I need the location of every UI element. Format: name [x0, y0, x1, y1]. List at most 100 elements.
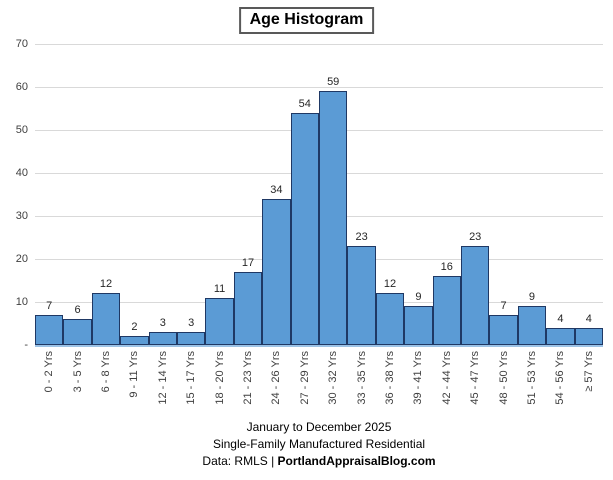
chart-footer: January to December 2025 Single-Family M… — [35, 419, 603, 470]
histogram-bar — [91, 293, 121, 345]
x-label-cell: 15 - 17 Yrs — [177, 351, 205, 417]
footer-property-type: Single-Family Manufactured Residential — [212, 437, 426, 451]
histogram-bar — [432, 276, 461, 345]
x-tick-label: 33 - 35 Yrs — [355, 351, 368, 405]
x-label-cell: 54 - 56 Yrs — [546, 351, 574, 417]
y-tick-label: 40 — [15, 167, 28, 179]
y-tick-label: 30 — [15, 210, 28, 222]
gridline — [35, 87, 603, 88]
x-tick-label: 3 - 5 Yrs — [71, 351, 84, 393]
histogram-bar — [375, 293, 405, 345]
x-label-cell: 36 - 38 Yrs — [376, 351, 404, 417]
bar-value-label: 3 — [159, 317, 166, 330]
x-label-cell: 42 - 44 Yrs — [433, 351, 461, 417]
y-tick-label: 50 — [15, 124, 28, 136]
bar-value-label: 6 — [74, 304, 81, 317]
y-tick-label: - — [24, 339, 28, 351]
footer-source-site: PortlandAppraisalBlog.com — [277, 454, 436, 468]
x-tick-label: 39 - 41 Yrs — [412, 351, 425, 405]
x-tick-label: 42 - 44 Yrs — [440, 351, 453, 405]
x-tick-label: 27 - 29 Yrs — [298, 351, 311, 405]
histogram-bar — [517, 306, 547, 345]
y-tick-label: 20 — [15, 253, 28, 265]
histogram-bar — [461, 246, 490, 345]
histogram-bar — [233, 271, 263, 345]
histogram-bar — [148, 332, 177, 345]
x-tick-label: 48 - 50 Yrs — [497, 351, 510, 405]
bar-value-label: 11 — [213, 282, 226, 295]
histogram-bar — [262, 198, 291, 345]
bar-value-label: 9 — [528, 291, 536, 304]
x-tick-label: 12 - 14 Yrs — [156, 351, 169, 405]
histogram-bar — [35, 314, 64, 345]
x-axis-line — [35, 344, 603, 347]
bar-value-label: 9 — [415, 291, 422, 304]
bar-value-label: 17 — [241, 256, 255, 269]
histogram-bar — [404, 306, 433, 345]
histogram-bar — [347, 246, 376, 345]
x-label-cell: 0 - 2 Yrs — [35, 351, 63, 417]
y-tick-label: 10 — [15, 296, 28, 308]
x-label-cell: 9 - 11 Yrs — [120, 351, 148, 417]
x-label-cell: 18 - 20 Yrs — [205, 351, 233, 417]
x-tick-label: 51 - 53 Yrs — [525, 351, 538, 405]
bar-value-label: 59 — [327, 76, 340, 89]
x-tick-label: 15 - 17 Yrs — [185, 351, 198, 405]
footer-date-range: January to December 2025 — [246, 420, 392, 434]
y-tick-label: 70 — [15, 38, 28, 50]
x-tick-label: 6 - 8 Yrs — [99, 351, 112, 393]
x-label-cell: 12 - 14 Yrs — [149, 351, 177, 417]
bar-value-label: 4 — [557, 312, 564, 325]
footer-data-source: Data: RMLS | PortlandAppraisalBlog.com — [35, 453, 603, 470]
x-tick-label: 18 - 20 Yrs — [213, 351, 226, 405]
bar-value-label: 12 — [383, 278, 397, 291]
histogram-bar — [319, 91, 348, 345]
bar-value-label: 12 — [99, 278, 113, 291]
x-label-cell: ≥ 57 Yrs — [575, 351, 603, 417]
bar-value-label: 2 — [131, 321, 138, 334]
x-tick-label: ≥ 57 Yrs — [582, 351, 595, 392]
histogram-bar — [177, 332, 206, 345]
x-label-cell: 30 - 32 Yrs — [319, 351, 347, 417]
x-tick-label: 36 - 38 Yrs — [383, 351, 396, 405]
bar-value-label: 7 — [46, 299, 53, 312]
chart-title: Age Histogram — [238, 7, 375, 34]
x-label-cell: 3 - 5 Yrs — [63, 351, 91, 417]
x-label-cell: 21 - 23 Yrs — [234, 351, 262, 417]
bar-value-label: 34 — [270, 183, 283, 196]
x-tick-label: 0 - 2 Yrs — [43, 351, 56, 393]
x-label-cell: 24 - 26 Yrs — [262, 351, 290, 417]
x-tick-label: 21 - 23 Yrs — [241, 351, 254, 405]
x-tick-label: 54 - 56 Yrs — [554, 351, 567, 405]
histogram-bar — [546, 327, 575, 345]
y-axis-labels: - 10 20 30 40 50 60 70 — [0, 38, 28, 351]
x-label-cell: 39 - 41 Yrs — [404, 351, 432, 417]
histogram-bar — [489, 314, 518, 345]
x-label-cell: 45 - 47 Yrs — [461, 351, 489, 417]
histogram-bar — [205, 297, 234, 345]
x-tick-label: 9 - 11 Yrs — [128, 351, 141, 398]
x-tick-label: 45 - 47 Yrs — [469, 351, 482, 405]
x-label-cell: 27 - 29 Yrs — [291, 351, 319, 417]
x-axis-labels: 0 - 2 Yrs 3 - 5 Yrs 6 - 8 Yrs 9 - 11 Yrs 12 … — [35, 351, 603, 417]
x-label-cell: 48 - 50 Yrs — [489, 351, 517, 417]
bar-value-label: 23 — [355, 231, 368, 244]
bar-value-label: 3 — [188, 317, 195, 330]
x-tick-label: 24 - 26 Yrs — [270, 351, 283, 405]
x-label-cell: 33 - 35 Yrs — [347, 351, 375, 417]
bar-value-label: 7 — [500, 299, 507, 312]
footer-source-prefix: Data: RMLS | — [202, 454, 278, 468]
histogram-bar — [574, 327, 603, 345]
plot-area: 7 6 12 2 3 3 11 17 34 54 59 23 12 9 16 23 7 9 4 4 — [35, 44, 603, 347]
gridline — [35, 44, 603, 45]
bar-value-label: 23 — [469, 231, 482, 244]
histogram-bar — [290, 112, 319, 345]
x-label-cell: 6 - 8 Yrs — [92, 351, 120, 417]
bar-value-label: 54 — [298, 97, 311, 110]
bar-value-label: 16 — [440, 261, 453, 274]
histogram-bar — [120, 336, 149, 345]
y-tick-label: 60 — [15, 81, 28, 93]
x-label-cell: 51 - 53 Yrs — [518, 351, 546, 417]
bar-value-label: 4 — [585, 312, 592, 325]
